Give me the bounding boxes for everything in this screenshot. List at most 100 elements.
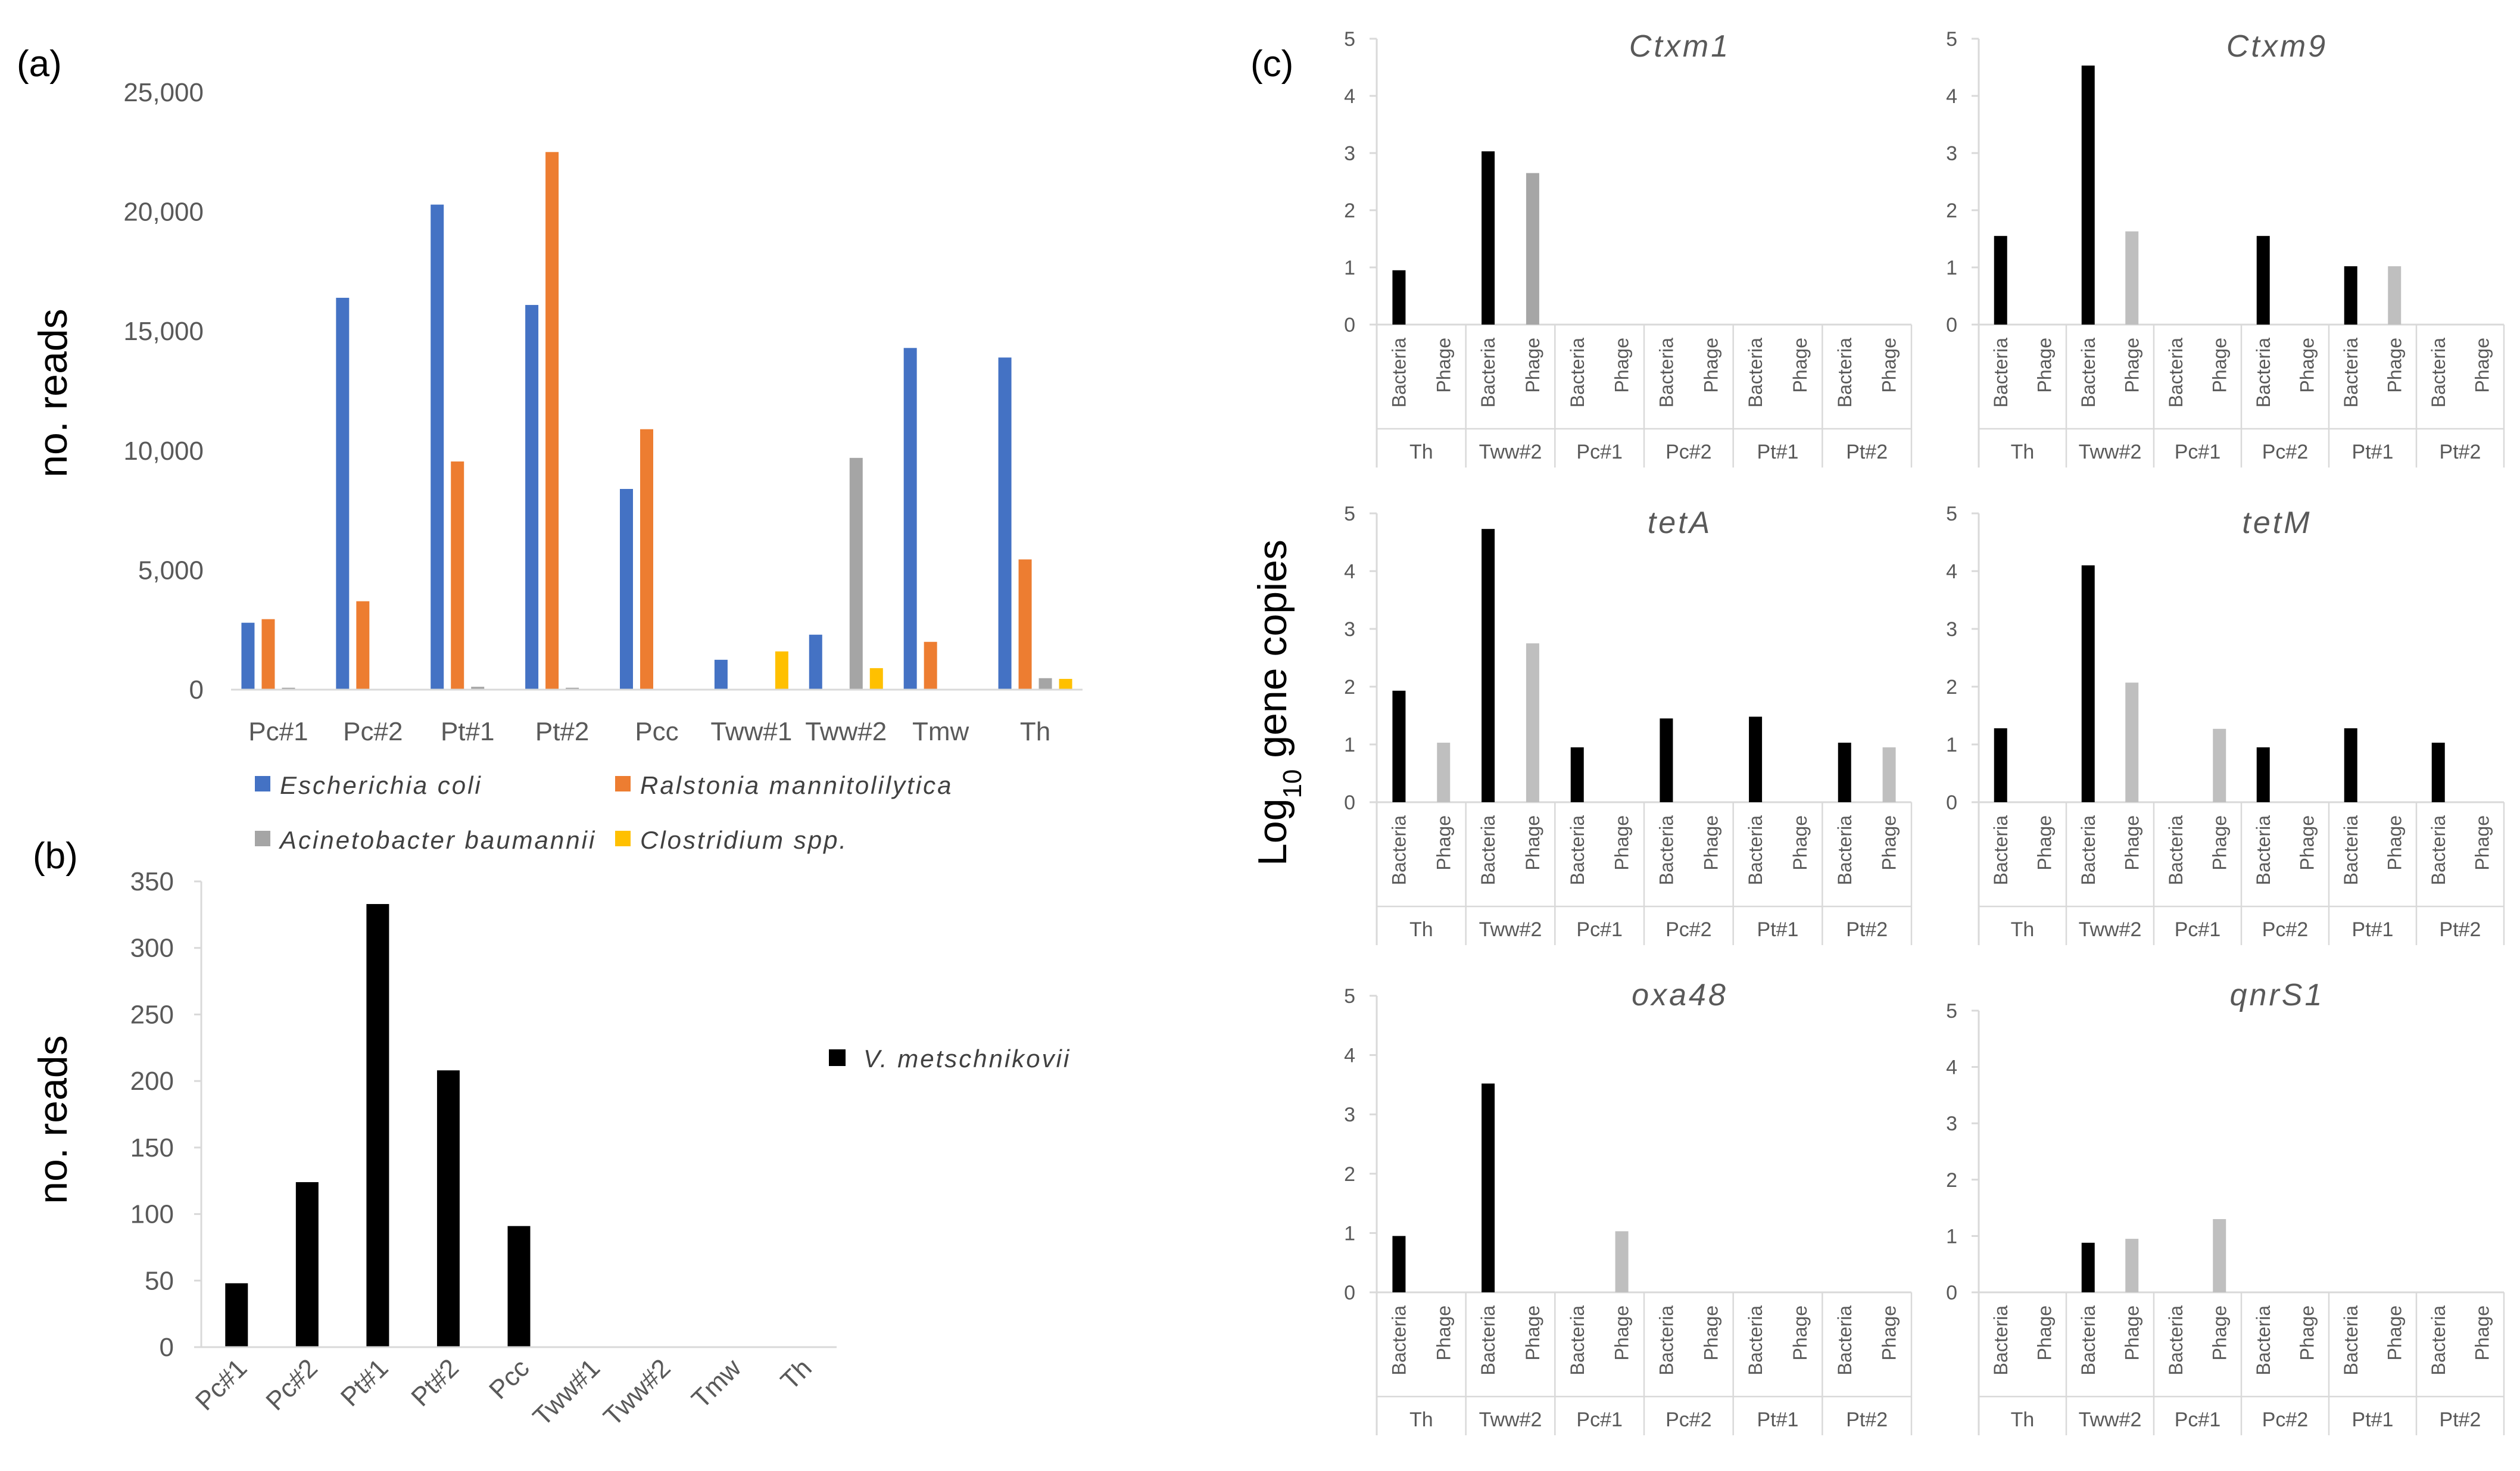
chart-c-subcat-label: Phage <box>1433 815 1454 871</box>
chart-c-subcat-label: Bacteria <box>1655 1305 1677 1376</box>
chart-c-subcat-label: Phage <box>1522 1305 1543 1361</box>
chart-c-bar <box>1570 747 1584 802</box>
chart-c-ytick: 4 <box>1344 85 1355 108</box>
chart-c-group-label: Pt#2 <box>2440 441 2481 463</box>
chart-c-ytick: 1 <box>1946 257 1957 279</box>
chart-c-bar <box>1994 728 2007 802</box>
chart-c-subcat-label: Bacteria <box>2428 815 2449 886</box>
chart-a-bar <box>1018 559 1032 690</box>
chart-c-ytick: 5 <box>1946 1000 1957 1023</box>
chart-c-bar <box>1615 1231 1629 1292</box>
chart-c-subcat-label: Phage <box>2034 815 2055 871</box>
chart-c-group-label: Pt#2 <box>2440 918 2481 941</box>
chart-b-ytick: 150 <box>130 1133 174 1163</box>
chart-a-bar <box>775 651 788 690</box>
chart-c-ylabel: Log10 gene copies <box>1250 540 1307 866</box>
chart-c-bar <box>1882 747 1896 802</box>
chart-c-group-label: Pt#2 <box>2440 1408 2481 1431</box>
chart-c-bar <box>1526 173 1539 325</box>
chart-b-ytick: 350 <box>130 867 174 896</box>
chart-c-group-label: Tww#2 <box>1479 918 1542 941</box>
chart-c-subcat-label: Phage <box>2209 815 2230 871</box>
chart-b-ytick: 250 <box>130 1000 174 1029</box>
chart-c-subcat-label: Phage <box>1433 338 1454 393</box>
chart-c-subcat-label: Bacteria <box>1567 1305 1588 1376</box>
chart-c-group-label: Pc#2 <box>1666 918 1712 941</box>
chart-c-ytick: 2 <box>1344 200 1355 222</box>
chart-c-subcat-label: Bacteria <box>1477 1305 1499 1376</box>
chart-c-bar <box>1482 1083 1495 1292</box>
chart-c-group-label: Pc#1 <box>1576 918 1623 941</box>
chart-c-group-label: Tww#2 <box>1479 1408 1542 1431</box>
chart-a-legend-label: Escherichia coli <box>280 771 482 799</box>
chart-c-subplot-title: Ctxm9 <box>2226 29 2328 64</box>
chart-c-subcat-label: Bacteria <box>2340 1305 2362 1376</box>
chart-c-subcat-label: Bacteria <box>1567 338 1588 408</box>
chart-c-subcat-label: Bacteria <box>1477 338 1499 408</box>
chart-a-ytick: 10,000 <box>123 437 204 466</box>
chart-a-bar <box>849 457 863 690</box>
chart-c-subplot: Ctxm9 0 1 2 3 4 5 Bacteria Phage Bacteria Phage Bac… <box>1946 28 2505 468</box>
chart-c-subplot-title: oxa48 <box>1632 978 1728 1012</box>
chart-c-subcat-label: Phage <box>2296 1305 2318 1361</box>
chart-c-bar <box>2431 743 2445 802</box>
chart-c-subplots: Ctxm1 0 1 2 3 4 5 Bacteria Phage Bacteria Phage Bac… <box>1344 28 2505 1435</box>
chart-a-legend-swatch <box>615 776 631 791</box>
chart-c-ytick: 5 <box>1946 28 1957 51</box>
chart-c-subcat-label: Bacteria <box>1567 815 1588 886</box>
chart-b-ytick: 0 <box>160 1333 174 1362</box>
chart-c-group-label: Pc#1 <box>1576 1408 1623 1431</box>
chart-c-group-label: Pc#2 <box>2262 918 2309 941</box>
chart-b-yticks: 0 50 100 150 200 250 300 350 <box>130 867 201 1362</box>
chart-c-group-label: Pt#1 <box>1757 441 1799 463</box>
chart-c-ytick: 2 <box>1344 676 1355 699</box>
chart-c-subcat-label: Phage <box>2209 1305 2230 1361</box>
chart-c-subcat-label: Phage <box>1879 815 1900 871</box>
chart-c-subplot: Ctxm1 0 1 2 3 4 5 Bacteria Phage Bacteria Phage Bac… <box>1344 28 1913 468</box>
chart-c-subcat-label: Bacteria <box>1655 815 1677 886</box>
chart-c-group-label: Pt#1 <box>1757 918 1799 941</box>
chart-a-bar <box>1059 678 1072 690</box>
chart-c-group-label: Pt#1 <box>2352 1408 2394 1431</box>
chart-c-group-label: Pc#1 <box>1576 441 1623 463</box>
chart-c-subcat-label: Bacteria <box>1388 815 1409 886</box>
chart-c-subcat-label: Phage <box>1522 338 1543 393</box>
chart-c-subcat-label: Phage <box>1700 1305 1721 1361</box>
chart-a-ylabel: no. reads <box>30 308 76 478</box>
chart-a-bar <box>241 622 255 690</box>
chart-c-group-label: Tww#2 <box>1479 441 1542 463</box>
chart-c-subcat-label: Bacteria <box>2428 1305 2449 1376</box>
chart-b-ytick: 50 <box>145 1266 174 1295</box>
chart-b-legend: V. metschnikovii <box>829 1045 1069 1073</box>
chart-c-ytick: 3 <box>1344 618 1355 641</box>
chart-c-ytick: 2 <box>1946 676 1957 699</box>
chart-b-ytick: 300 <box>130 934 174 963</box>
chart-c-subcat-label: Phage <box>2121 338 2142 393</box>
chart-b-ytick: 100 <box>130 1200 174 1229</box>
chart-c-subcat-label: Phage <box>1611 815 1633 871</box>
chart-b-ytick: 200 <box>130 1067 174 1096</box>
chart-c-group-label: Pt#1 <box>2352 441 2394 463</box>
chart-a-bar <box>566 687 579 690</box>
chart-b-bars <box>225 903 531 1347</box>
chart-c-subplot: tetM 0 1 2 3 4 5 Bacteria Phage Bacteria Phage Bact… <box>1946 503 2505 945</box>
chart-c-subplot-title: tetM <box>2242 506 2312 540</box>
chart-c-bar <box>1392 270 1406 325</box>
chart-c-ytick: 3 <box>1946 618 1957 641</box>
chart-c-group-label: Pt#1 <box>1757 1408 1799 1431</box>
chart-c-bar <box>1994 236 2007 325</box>
chart-c-bar <box>2081 66 2095 325</box>
chart-c-bar <box>2256 236 2270 325</box>
chart-c-subcat-label: Phage <box>2121 1305 2142 1361</box>
chart-c-subcat-label: Bacteria <box>2340 815 2362 886</box>
chart-a-ytick: 5,000 <box>138 556 204 585</box>
chart-c-ytick: 1 <box>1344 1222 1355 1245</box>
chart-c-subcat-label: Bacteria <box>1745 338 1766 408</box>
chart-c-ytick: 2 <box>1946 200 1957 222</box>
chart-c-subcat-label: Bacteria <box>1388 338 1409 408</box>
chart-c-bar <box>1392 690 1406 802</box>
chart-b-ylabel: no. reads <box>30 1035 76 1204</box>
chart-c-subcat-label: Phage <box>1700 338 1721 393</box>
